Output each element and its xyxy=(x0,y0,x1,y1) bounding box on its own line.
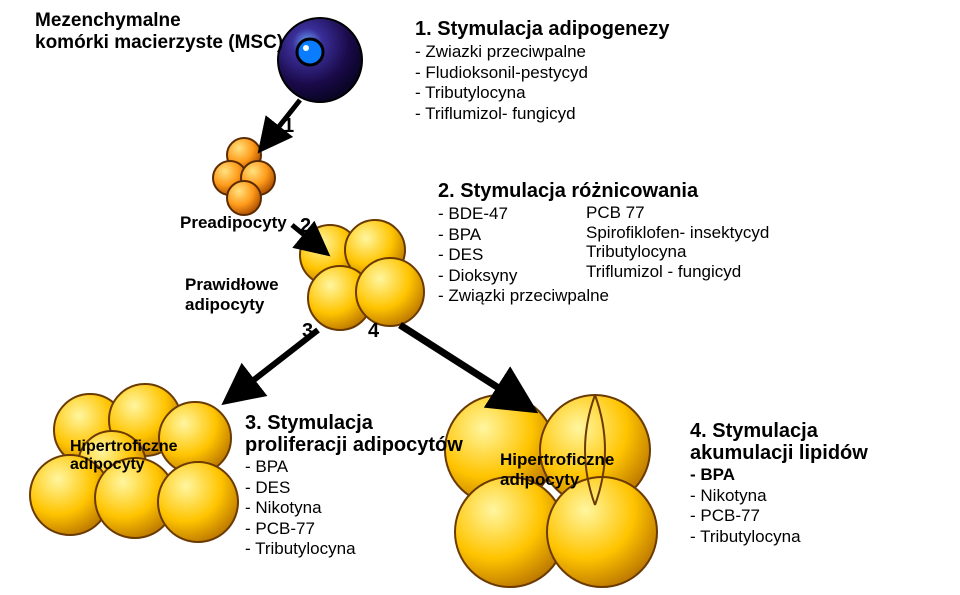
section-3-item: PCB-77 xyxy=(245,519,475,539)
section-4: 4. Stymulacja akumulacji lipidów BPA Nik… xyxy=(690,420,930,546)
section-2-item: DES xyxy=(438,245,558,265)
msc-label-line2: komórki macierzyste (MSC) xyxy=(35,32,283,54)
section-1-title: 1. Stymulacja adipogenezy xyxy=(415,18,755,41)
section-2-item: Dioksyny xyxy=(438,266,558,286)
section-3-item: BPA xyxy=(245,457,475,477)
hypertrophic-right-cluster xyxy=(445,395,657,587)
section-2-item: BPA xyxy=(438,225,558,245)
section-2-item: BDE-47 xyxy=(438,204,558,224)
msc-cell xyxy=(278,18,362,102)
section-1-item: Zwiazki przeciwpalne xyxy=(415,42,755,62)
section-3: 3. Stymulacja proliferacji adipocytów BP… xyxy=(245,412,475,559)
section-4-title: 4. Stymulacja akumulacji lipidów xyxy=(690,420,930,464)
marker-1: 1 xyxy=(283,115,294,138)
section-4-item: PCB-77 xyxy=(690,506,930,526)
section-4-item: BPA xyxy=(690,465,930,485)
section-2-item: Spirofiklofen- insektycyd xyxy=(586,223,769,243)
section-2-title: 2. Stymulacja różnicowania xyxy=(438,180,888,203)
hypertrophic-left-label: Hipertroficzne adipocyty xyxy=(70,438,178,475)
section-1-item: Triflumizol- fungicyd xyxy=(415,104,755,124)
marker-4: 4 xyxy=(368,320,379,343)
normal-adipocytes-cluster xyxy=(300,220,424,330)
preadipocytes-label: Preadipocyty xyxy=(180,213,287,233)
section-4-item: Nikotyna xyxy=(690,486,930,506)
section-2-item: PCB 77 xyxy=(586,203,769,223)
section-3-title: 3. Stymulacja proliferacji adipocytów xyxy=(245,412,475,456)
section-2-item: Triflumizol - fungicyd xyxy=(586,262,769,282)
section-3-item: Nikotyna xyxy=(245,498,475,518)
section-1-item: Tributylocyna xyxy=(415,83,755,103)
normal-adipocytes-label: Prawidłowe adipocyty xyxy=(185,275,279,314)
section-1: 1. Stymulacja adipogenezy Zwiazki przeci… xyxy=(415,18,755,123)
section-2: 2. Stymulacja różnicowania BDE-47 BPA DE… xyxy=(438,180,888,306)
section-3-item: DES xyxy=(245,478,475,498)
msc-label-line1: Mezenchymalne xyxy=(35,10,283,32)
section-1-item: Fludioksonil-pestycyd xyxy=(415,63,755,83)
marker-3: 3 xyxy=(302,320,313,343)
section-3-item: Tributylocyna xyxy=(245,539,475,559)
hypertrophic-right-label: Hipertroficzne adipocyty xyxy=(500,450,614,489)
section-2-item: Tributylocyna xyxy=(586,242,769,262)
msc-label: Mezenchymalne komórki macierzyste (MSC) xyxy=(35,10,283,54)
section-4-item: Tributylocyna xyxy=(690,527,930,547)
preadipocytes-cluster xyxy=(213,138,275,215)
marker-2: 2 xyxy=(300,215,311,238)
